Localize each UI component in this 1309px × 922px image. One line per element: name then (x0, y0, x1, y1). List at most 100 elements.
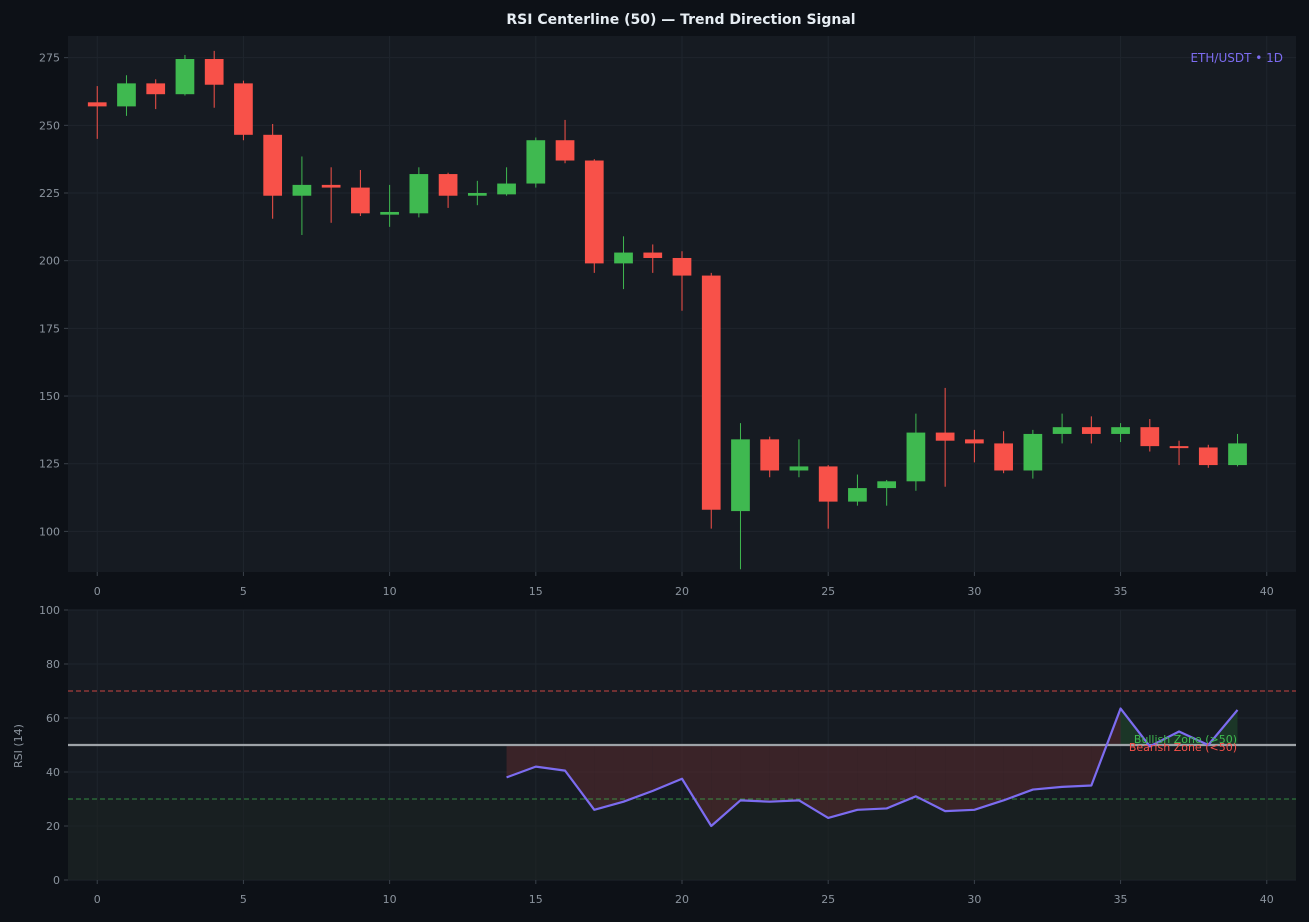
candle-bearish (935, 387, 955, 487)
candle-body (614, 252, 633, 264)
candle-body (380, 211, 399, 215)
candle-bearish (351, 170, 370, 217)
candle-body (87, 102, 107, 107)
rsi-level-lines (68, 690, 1296, 800)
price-y-tick-label: 200 (39, 255, 60, 268)
bearish-fill-segment (857, 745, 887, 810)
candle-body (760, 439, 780, 471)
candle-body (1228, 443, 1247, 466)
candle-bearish (584, 159, 604, 273)
candle-bullish (1111, 423, 1130, 443)
price-y-tick-label: 275 (39, 52, 60, 65)
candle-body (1140, 427, 1160, 447)
price-y-tick-label: 250 (39, 119, 60, 132)
candle-body (1023, 433, 1043, 471)
bearish-fill-segment (915, 745, 946, 812)
candle-body (351, 187, 370, 214)
candle-body (234, 83, 253, 135)
symbol-label: ETH/USDT • 1D (1190, 51, 1283, 65)
rsi-x-tick-label: 30 (967, 893, 981, 906)
bearish-fill-segment (974, 745, 1004, 810)
price-panel: 100 125 150 175 200 225 250 275 0 5 10 15 20 25 30 35 4… (39, 36, 1296, 598)
rsi-x-tick-label: 15 (529, 893, 543, 906)
bearish-fill-segment (1003, 745, 1033, 801)
bearish-fill-segment (798, 745, 829, 818)
candle-bullish (906, 413, 926, 491)
candle-bearish (234, 80, 253, 141)
candle-bullish (409, 167, 429, 218)
rsi-y-tick-label: 80 (46, 658, 60, 671)
candle-bullish (467, 180, 487, 206)
candle-body (438, 174, 458, 196)
bearish-fill-segment (682, 745, 712, 826)
candle-body (965, 439, 984, 444)
candle-body (877, 481, 897, 489)
price-x-tick-label: 25 (821, 585, 835, 598)
candle-bullish (175, 54, 195, 96)
candle-body (848, 488, 867, 502)
price-y-tick-label: 100 (39, 525, 60, 538)
candle-bearish (760, 436, 780, 478)
candle-bullish (292, 156, 312, 235)
candle-bullish (1023, 429, 1043, 479)
candle-body (1169, 446, 1189, 449)
rsi-x-tick-label: 5 (240, 893, 247, 906)
rsi-y-tick-label: 100 (39, 604, 60, 617)
candle-bearish (1198, 444, 1218, 468)
candle-bearish (146, 79, 166, 110)
candle-bullish (380, 184, 399, 227)
candle-bearish (1140, 419, 1160, 452)
price-x-tick-label: 5 (240, 585, 247, 598)
candle-bullish (731, 423, 750, 570)
candle-body (935, 432, 955, 441)
candle-bearish (321, 167, 341, 223)
candle-bullish (1052, 413, 1072, 444)
candle-bullish (848, 474, 867, 506)
candle-bearish (1081, 416, 1101, 444)
candle-body (175, 59, 195, 95)
candle-body (672, 257, 692, 276)
candle-body (789, 466, 809, 471)
candle-body (497, 183, 516, 195)
candle-body (263, 134, 283, 196)
candle-body (818, 466, 838, 502)
rsi-y-tick-label: 20 (46, 820, 60, 833)
candle-bearish (555, 119, 575, 164)
candle-body (584, 160, 604, 264)
candle-body (1052, 427, 1072, 434)
candle-body (1081, 427, 1101, 434)
candle-bearish (965, 429, 984, 463)
bearish-fill-segment (828, 745, 858, 818)
rsi-y-axis-label: RSI (14) (12, 724, 25, 768)
candle-bullish (117, 75, 136, 116)
rsi-y-tick-label: 0 (53, 874, 60, 887)
candlesticks (87, 50, 1247, 570)
candle-body (467, 193, 487, 196)
candle-body (731, 439, 750, 512)
candle-bearish (672, 251, 692, 311)
rsi-zone-fill (506, 708, 1238, 826)
candle-bearish (204, 50, 224, 108)
candle-bearish (438, 172, 458, 208)
candle-body (321, 184, 341, 188)
candle-body (526, 140, 546, 184)
oversold-zone-shading (68, 799, 1296, 880)
bearish-fill-segment (1032, 745, 1063, 790)
rsi-x-tick-label: 0 (94, 893, 101, 906)
candle-bullish (497, 167, 516, 196)
candle-body (1198, 447, 1218, 466)
candle-bullish (614, 236, 633, 290)
bearish-fill-segment (594, 745, 624, 810)
rsi-y-tick-label: 60 (46, 712, 60, 725)
bearish-fill-segment (945, 745, 975, 812)
price-y-tick-label: 225 (39, 187, 60, 200)
bearish-fill-segment (623, 745, 653, 802)
candle-bearish (643, 244, 663, 273)
bearish-fill-segment (535, 745, 566, 771)
bullish-zone-label: Bullish Zone (>50) (1134, 733, 1237, 746)
rsi-line (506, 707, 1239, 828)
candle-bullish (877, 479, 897, 506)
candle-body (643, 252, 663, 258)
candle-body (409, 174, 429, 214)
